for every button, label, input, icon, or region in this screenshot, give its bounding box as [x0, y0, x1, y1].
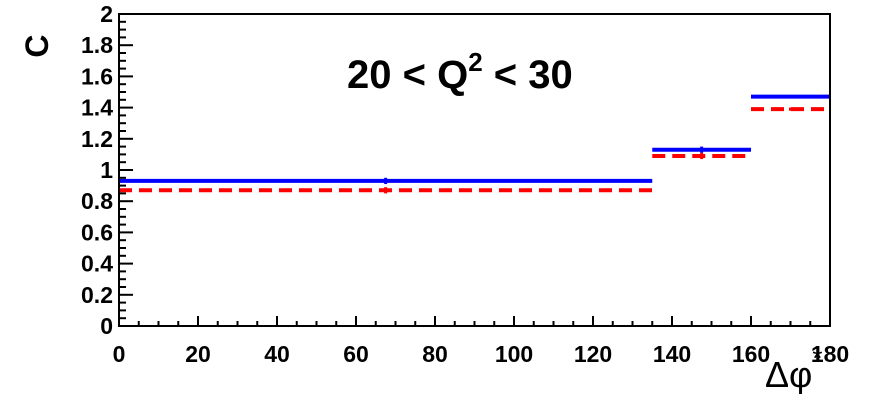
y-tick-label: 2	[100, 1, 113, 27]
y-tick-label: 1.4	[81, 95, 113, 121]
y-axis-title: C	[19, 34, 55, 57]
y-tick-label: 1	[100, 157, 113, 183]
x-tick-label: 140	[653, 341, 691, 367]
y-tick-label: 0	[100, 313, 113, 339]
y-tick-label: 0.8	[81, 188, 113, 214]
x-axis-title: Δφ*	[765, 343, 823, 394]
y-tick-label: 1.2	[81, 126, 113, 152]
axes: 0 20 40 60 80 100 120 140 160 180 0 0.2 0.4 0.6 0.8 1 1.…	[81, 1, 849, 367]
y-tick-label: 1.8	[81, 32, 113, 58]
series-layer	[119, 94, 830, 194]
x-tick-label: 100	[495, 341, 533, 367]
y-tick-label: 0.4	[81, 251, 113, 277]
y-tick-label: 0.2	[81, 282, 113, 308]
x-tick-label: 80	[422, 341, 448, 367]
x-tick-label: 180	[811, 341, 849, 367]
x-tick-label: 120	[574, 341, 612, 367]
x-tick-label: 60	[343, 341, 369, 367]
y-tick-label: 1.6	[81, 63, 113, 89]
plot-title: 20 < Q2 < 30	[347, 47, 573, 97]
y-tick-label: 0.6	[81, 219, 113, 245]
x-tick-label: 20	[185, 341, 211, 367]
x-tick-label: 0	[113, 341, 126, 367]
x-tick-label: 40	[264, 341, 290, 367]
x-tick-label: 160	[732, 341, 770, 367]
